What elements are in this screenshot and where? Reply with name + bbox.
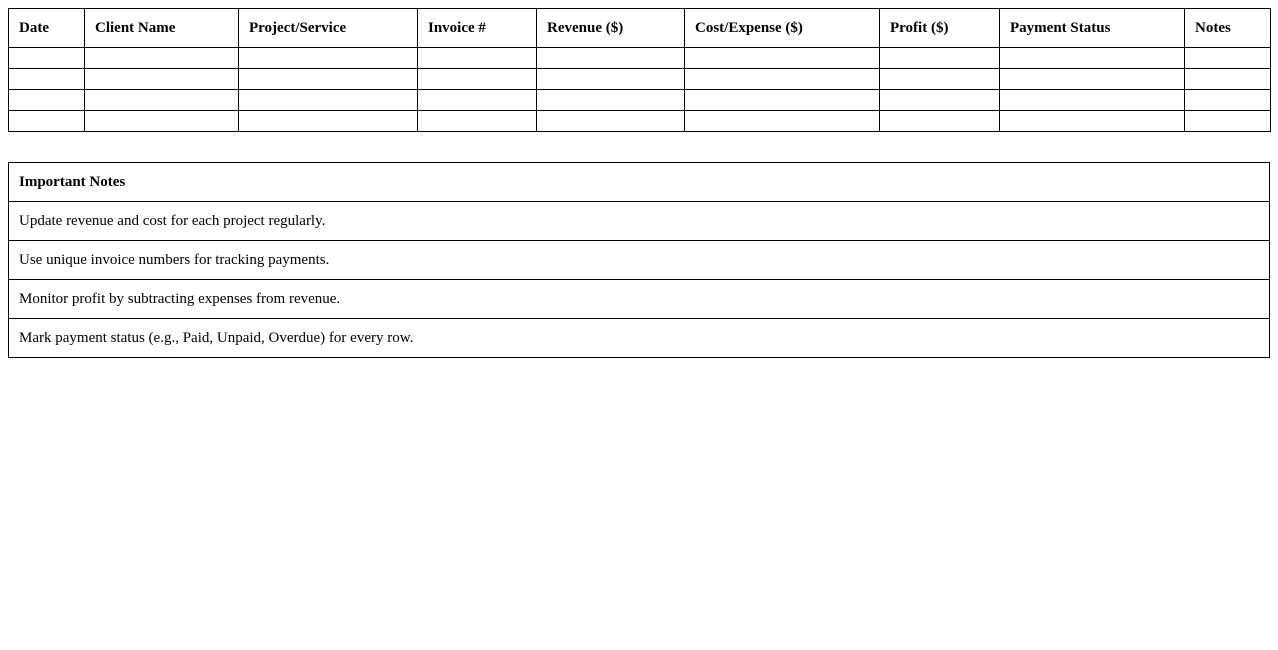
table-cell[interactable] — [84, 47, 239, 69]
table-cell[interactable] — [238, 47, 418, 69]
table-cell[interactable] — [8, 89, 85, 111]
note-item: Monitor profit by subtracting expenses f… — [8, 279, 1270, 319]
table-cell[interactable] — [999, 68, 1185, 90]
table-cell[interactable] — [536, 68, 685, 90]
table-cell[interactable] — [238, 89, 418, 111]
table-cell[interactable] — [536, 110, 685, 132]
table-cell[interactable] — [417, 68, 537, 90]
table-cell[interactable] — [417, 89, 537, 111]
table-cell[interactable] — [1184, 89, 1271, 111]
table-cell[interactable] — [879, 68, 1000, 90]
column-header: Invoice # — [417, 8, 537, 48]
table-cell[interactable] — [8, 110, 85, 132]
column-header: Profit ($) — [879, 8, 1000, 48]
table-cell[interactable] — [999, 110, 1185, 132]
table-cell[interactable] — [536, 47, 685, 69]
column-header: Client Name — [84, 8, 239, 48]
table-cell[interactable] — [999, 47, 1185, 69]
column-header: Notes — [1184, 8, 1271, 48]
column-header: Payment Status — [999, 8, 1185, 48]
table-row — [8, 47, 1271, 69]
table-cell[interactable] — [84, 89, 239, 111]
table-cell[interactable] — [536, 89, 685, 111]
table-cell[interactable] — [8, 47, 85, 69]
table-cell[interactable] — [879, 110, 1000, 132]
table-cell[interactable] — [879, 89, 1000, 111]
table-cell[interactable] — [1184, 68, 1271, 90]
column-header: Project/Service — [238, 8, 418, 48]
column-header: Cost/Expense ($) — [684, 8, 880, 48]
table-cell[interactable] — [684, 68, 880, 90]
important-notes-table: Important Notes Update revenue and cost … — [8, 162, 1270, 358]
table-cell[interactable] — [84, 110, 239, 132]
note-item: Mark payment status (e.g., Paid, Unpaid,… — [8, 318, 1270, 358]
table-row — [8, 68, 1271, 90]
table-cell[interactable] — [684, 89, 880, 111]
table-cell[interactable] — [999, 89, 1185, 111]
table-cell[interactable] — [1184, 110, 1271, 132]
table-cell[interactable] — [417, 110, 537, 132]
column-header: Date — [8, 8, 85, 48]
column-header: Revenue ($) — [536, 8, 685, 48]
table-cell[interactable] — [1184, 47, 1271, 69]
table-cell[interactable] — [238, 110, 418, 132]
table-cell[interactable] — [84, 68, 239, 90]
table-cell[interactable] — [238, 68, 418, 90]
table-cell[interactable] — [417, 47, 537, 69]
note-item: Use unique invoice numbers for tracking … — [8, 240, 1270, 280]
note-item: Update revenue and cost for each project… — [8, 201, 1270, 241]
table-header-row: Date Client Name Project/Service Invoice # R… — [8, 8, 1271, 48]
table-row — [8, 110, 1271, 132]
notes-title: Important Notes — [8, 162, 1270, 202]
table-cell[interactable] — [684, 47, 880, 69]
table-cell[interactable] — [879, 47, 1000, 69]
table-cell[interactable] — [684, 110, 880, 132]
table-cell[interactable] — [8, 68, 85, 90]
table-row — [8, 89, 1271, 111]
tracker-table: Date Client Name Project/Service Invoice # R… — [8, 8, 1271, 132]
